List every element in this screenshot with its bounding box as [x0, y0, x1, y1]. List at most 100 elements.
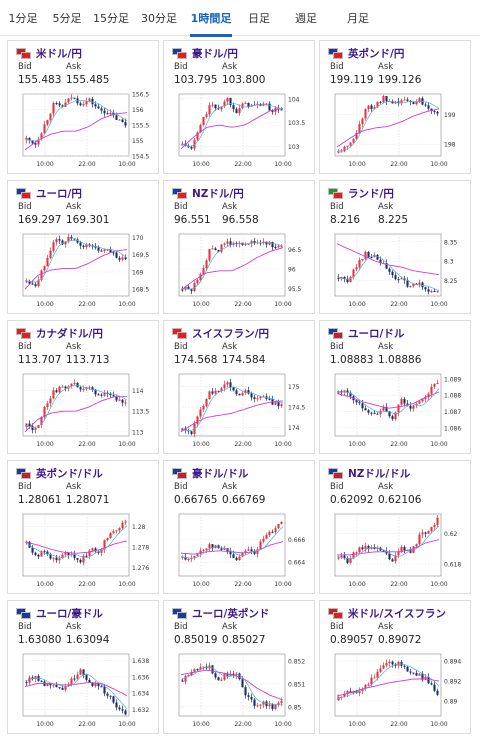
candle-body	[226, 382, 229, 385]
candlestick-chart[interactable]: 175 174.5 174 10:00 22:00 10:00	[171, 370, 309, 452]
candle-body	[343, 693, 346, 697]
y-tick-label: 1.632	[132, 707, 149, 714]
candle-body	[46, 120, 49, 125]
pair-name[interactable]: ランド/円	[348, 187, 394, 200]
candle-body	[25, 281, 28, 283]
x-tick-label: 10:00	[274, 301, 291, 308]
candle-body	[40, 417, 43, 426]
tab-6[interactable]: 日足	[248, 12, 270, 25]
pair-name[interactable]: カナダドル/円	[36, 327, 103, 340]
pair-name[interactable]: ユーロ/円	[36, 187, 82, 200]
candle-body	[247, 102, 250, 107]
candle-body	[238, 108, 241, 113]
rate-card[interactable]: ランド/円 Bid Ask 8.216 8.225 8.35 8.3 8.25 10:…	[319, 180, 471, 314]
candlestick-chart[interactable]: 199 198 10:00 22:00 10:00	[327, 90, 465, 172]
pair-name[interactable]: 英ポンド/ドル	[36, 467, 103, 480]
tab-7[interactable]: 週足	[295, 12, 317, 25]
card-header: 英ポンド/ドル	[16, 465, 103, 481]
candlestick-chart[interactable]: 8.35 8.3 8.25 10:00 22:00 10:00	[327, 230, 465, 312]
pair-name[interactable]: 米ドル/スイスフラン	[348, 607, 447, 620]
y-tick-label: 8.3	[444, 259, 454, 266]
rate-card[interactable]: 英ポンド/ドル Bid Ask 1.28061 1.28071 1.28 1.27…	[7, 460, 159, 594]
candle-body	[88, 679, 91, 683]
pair-name[interactable]: ユーロ/英ポンド	[192, 607, 270, 620]
rate-card[interactable]: ユーロ/豪ドル Bid Ask 1.63080 1.63094 1.638 1.6…	[7, 600, 159, 734]
candlestick-chart[interactable]: 170 169.5 169 168.5 10:00 22:00 10:00	[15, 230, 153, 312]
candle-body	[85, 244, 88, 248]
moving-average-line	[180, 400, 284, 433]
candle-body	[433, 383, 436, 387]
tab-4[interactable]: 30分足	[141, 12, 177, 25]
rate-card[interactable]: カナダドル/円 Bid Ask 113.707 113.713 114 113.5…	[7, 320, 159, 454]
tab-5[interactable]: 1時間足	[184, 0, 238, 37]
bid-value: 1.08883	[330, 354, 374, 366]
rate-card[interactable]: ユーロ/円 Bid Ask 169.297 169.301 170 169.5 16…	[7, 180, 159, 314]
tab-2[interactable]: 5分足	[52, 12, 82, 25]
rate-card[interactable]: スイスフラン/円 Bid Ask 174.568 174.584 175 174.…	[163, 320, 315, 454]
pair-name[interactable]: スイスフラン/円	[192, 327, 270, 340]
y-tick-label: 198	[444, 142, 456, 149]
candle-body	[220, 244, 223, 252]
tab-1[interactable]: 1分足	[8, 12, 38, 25]
candle-body	[430, 386, 433, 394]
candlestick-chart[interactable]: 0.852 0.851 0.85 10:00 22:00 10:00	[171, 650, 309, 732]
candle-body	[241, 103, 244, 109]
pair-name[interactable]: 英ポンド/円	[348, 47, 405, 60]
candle-body	[76, 98, 79, 104]
rate-card[interactable]: ユーロ/ドル Bid Ask 1.08883 1.08886 1.089 1.08…	[319, 320, 471, 454]
candle-body	[205, 399, 208, 407]
y-tick-label: 0.852	[288, 658, 305, 665]
rate-card[interactable]: 英ポンド/円 Bid Ask 199.119 199.126 199 198 10:…	[319, 40, 471, 174]
candle-body	[121, 399, 124, 403]
pair-name[interactable]: ユーロ/ドル	[348, 327, 405, 340]
price-labels: Bid Ask	[18, 62, 114, 72]
bid-value: 155.483	[18, 74, 62, 86]
candle-body	[277, 245, 280, 248]
candle-body	[118, 707, 121, 710]
currency-flags-icon	[328, 467, 344, 479]
y-tick-label: 113	[132, 429, 144, 436]
candlestick-chart[interactable]: 1.089 1.088 1.087 1.086 10:00 22:00 10:00	[327, 370, 465, 452]
pair-name[interactable]: 豪ドル/ドル	[192, 467, 249, 480]
candlestick-chart[interactable]: 96.5 96 95.5 10:00 22:00 10:00	[171, 230, 309, 312]
candle-body	[358, 547, 361, 553]
tab-8[interactable]: 月足	[347, 12, 369, 25]
price-values: 155.483 155.485	[18, 74, 114, 86]
candle-body	[100, 108, 103, 111]
ask-label: Ask	[378, 622, 394, 632]
candlestick-chart[interactable]: 1.28 1.278 1.276 10:00 22:00 10:00	[15, 510, 153, 592]
rate-card[interactable]: 豪ドル/ドル Bid Ask 0.66765 0.66769 0.666 0.66…	[163, 460, 315, 594]
candle-body	[259, 704, 262, 706]
pair-name[interactable]: 米ドル/円	[36, 47, 82, 60]
candle-body	[232, 554, 235, 558]
rate-card[interactable]: ユーロ/英ポンド Bid Ask 0.85019 0.85027 0.852 0.…	[163, 600, 315, 734]
candlestick-chart[interactable]: 0.894 0.892 0.89 10:00 22:00 10:00	[327, 650, 465, 732]
rate-card[interactable]: 米ドル/円 Bid Ask 155.483 155.485 156.5 156 15…	[7, 40, 159, 174]
candle-body	[187, 675, 190, 677]
pair-name[interactable]: NZドル/ドル	[348, 467, 411, 480]
pair-name[interactable]: ユーロ/豪ドル	[36, 607, 103, 620]
rate-card[interactable]: 米ドル/スイスフラン Bid Ask 0.89057 0.89072 0.894…	[319, 600, 471, 734]
rate-card[interactable]: NZドル/円 Bid Ask 96.551 96.558 96.5 96 95.5 1…	[163, 180, 315, 314]
moving-average-line	[24, 682, 128, 697]
candlestick-chart[interactable]: 114 113.5 113 10:00 22:00 10:00	[15, 370, 153, 452]
candle-body	[376, 254, 379, 260]
candlestick-chart[interactable]: 0.666 0.664 10:00 22:00 10:00	[171, 510, 309, 592]
currency-flags-icon	[16, 607, 32, 619]
pair-name[interactable]: 豪ドル/円	[192, 47, 238, 60]
candlestick-chart[interactable]: 0.62 0.618 10:00 22:00 10:00	[327, 510, 465, 592]
y-tick-label: 103	[288, 144, 300, 151]
pair-name[interactable]: NZドル/円	[192, 187, 244, 200]
ask-value: 1.08886	[378, 354, 422, 366]
candlestick-chart[interactable]: 104 103.5 103 10:00 22:00 10:00	[171, 90, 309, 172]
candle-body	[403, 546, 406, 551]
rate-card[interactable]: NZドル/ドル Bid Ask 0.62092 0.62106 0.62 0.61…	[319, 460, 471, 594]
y-tick-label: 199	[444, 112, 456, 119]
candle-body	[88, 244, 91, 246]
candlestick-chart[interactable]: 1.638 1.636 1.634 1.632 10:00 22:00 10:00	[15, 650, 153, 732]
rate-card[interactable]: 豪ドル/円 Bid Ask 103.795 103.800 104 103.5 10…	[163, 40, 315, 174]
candle-body	[244, 390, 247, 394]
tab-3[interactable]: 15分足	[93, 12, 129, 25]
candle-body	[217, 249, 220, 252]
